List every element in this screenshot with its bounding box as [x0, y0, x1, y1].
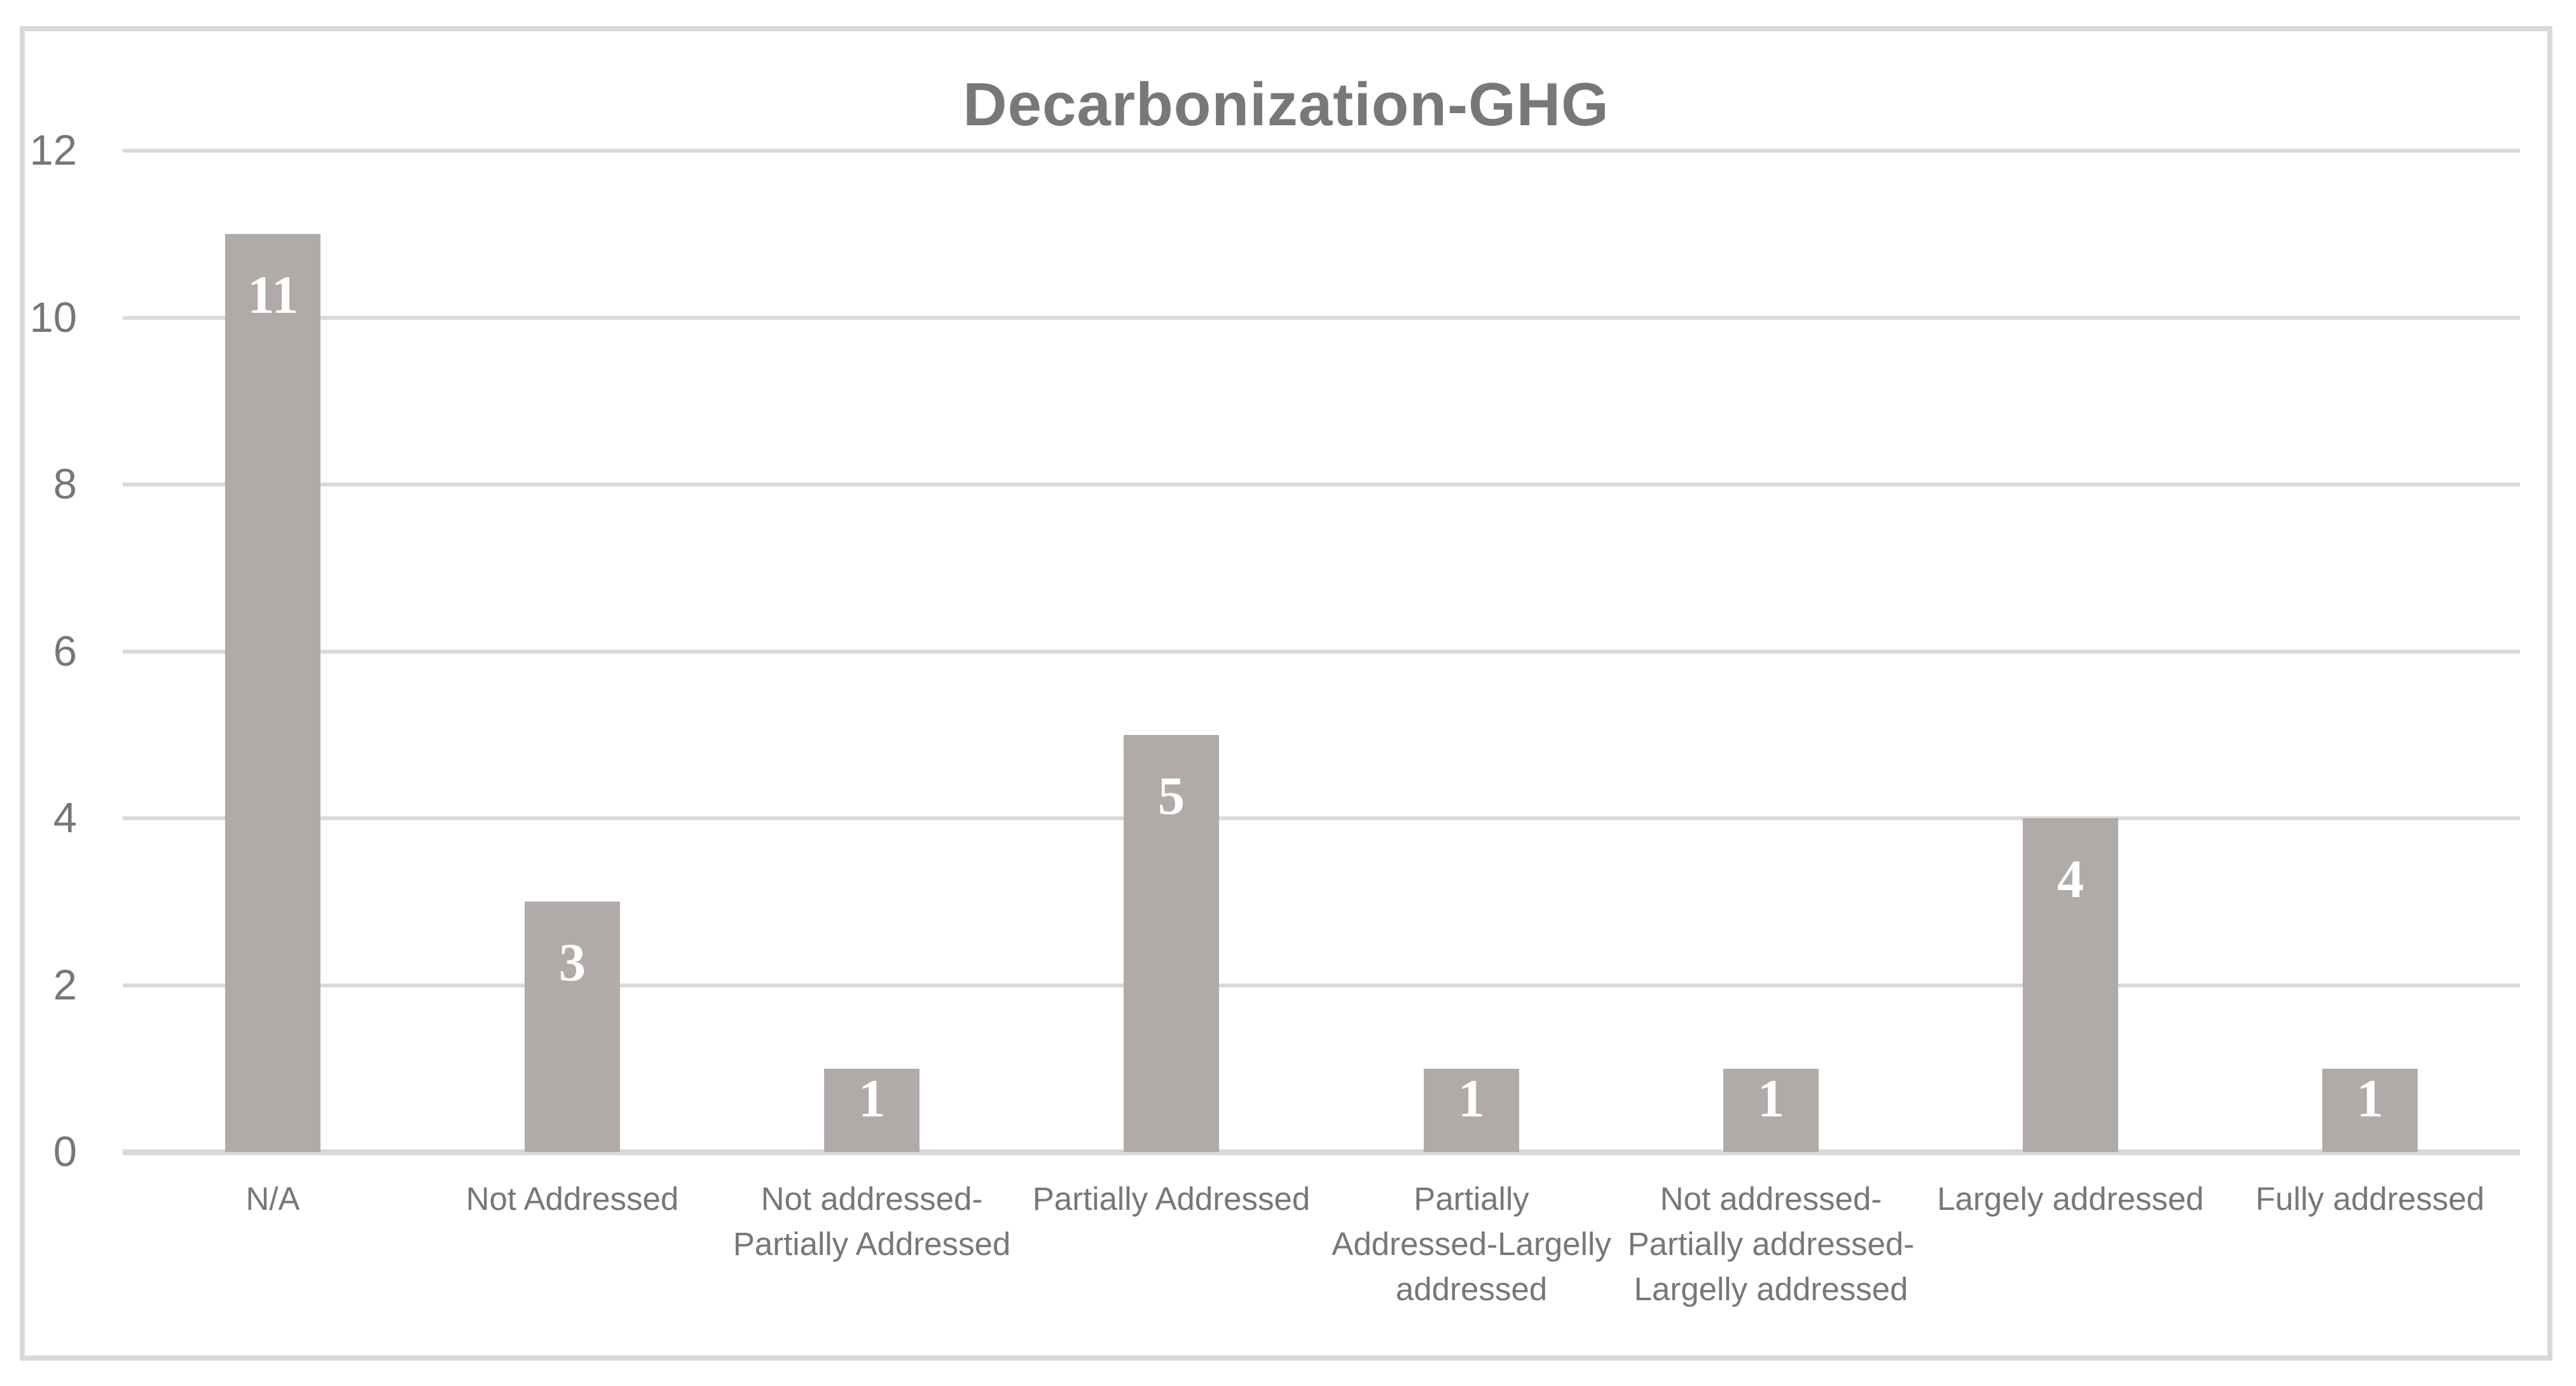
- bar-data-label: 1: [1457, 1069, 1485, 1129]
- gridline: [123, 816, 2520, 820]
- x-axis-category-label: Not Addressed: [420, 1176, 725, 1221]
- gridline: [123, 649, 2520, 654]
- y-axis-tick-label: 12: [29, 127, 77, 174]
- y-axis-tick-label: 10: [29, 293, 77, 341]
- x-axis-category-label-line: Addressed-Largelly: [1332, 1226, 1611, 1262]
- y-axis-tick-label: 4: [53, 794, 77, 842]
- x-axis-category-label: Partially Addressed-Largelly addressed: [1319, 1176, 1624, 1312]
- y-axis-tick-label: 0: [53, 1128, 77, 1176]
- x-axis-category-label-line: N/A: [245, 1181, 300, 1217]
- bar[interactable]: 11: [225, 234, 320, 1152]
- bar-data-label: 4: [2056, 849, 2084, 909]
- y-axis-tick-label: 6: [53, 627, 77, 675]
- x-axis-category-label: Largely addressed: [1918, 1176, 2223, 1221]
- x-axis-category-label-line: Not addressed-: [1660, 1181, 1882, 1217]
- bar[interactable]: 1: [1723, 1069, 1819, 1152]
- gridline: [123, 149, 2520, 153]
- gridline: [123, 483, 2520, 486]
- x-axis-category-label: N/A: [120, 1176, 425, 1221]
- bar-data-label: 3: [558, 933, 586, 992]
- x-axis-line: [123, 1149, 2520, 1155]
- chart-title: Decarbonization-GHG: [963, 71, 1609, 139]
- y-axis-tick-label: 8: [53, 460, 77, 508]
- x-axis-category-label-line: Largelly addressed: [1634, 1271, 1908, 1307]
- bar-data-label: 5: [1157, 766, 1185, 826]
- x-axis-category-label-line: Not addressed-: [761, 1181, 983, 1217]
- x-axis-category-label-line: Largely addressed: [1937, 1181, 2204, 1217]
- bar[interactable]: 1: [2322, 1069, 2418, 1152]
- bar[interactable]: 1: [1424, 1069, 1519, 1152]
- x-axis-category-label: Not addressed- Partially Addressed: [719, 1176, 1024, 1266]
- x-axis-category-label-line: Fully addressed: [2255, 1181, 2484, 1217]
- x-axis-category-label-line: Partially Addressed: [733, 1226, 1011, 1262]
- bar[interactable]: 5: [1124, 735, 1219, 1152]
- x-axis-category-label: Partially Addressed: [1019, 1176, 1324, 1221]
- x-axis-category-label-line: Partially: [1414, 1181, 1529, 1217]
- x-axis-category-label-line: Partially addressed-: [1627, 1226, 1915, 1262]
- x-axis-category-label: Not addressed- Partially addressed- Largel…: [1618, 1176, 1924, 1312]
- x-axis-category-label-line: Not Addressed: [465, 1181, 679, 1217]
- chart-frame: [20, 26, 2552, 1361]
- gridline: [123, 983, 2520, 987]
- bar[interactable]: 4: [2023, 818, 2118, 1152]
- bar-data-label: 1: [1757, 1069, 1785, 1129]
- x-axis-category-label-line: Partially Addressed: [1032, 1181, 1311, 1217]
- bar[interactable]: 3: [525, 902, 620, 1152]
- bar-data-label: 1: [2356, 1069, 2384, 1129]
- y-axis-tick-label: 2: [53, 961, 77, 1009]
- x-axis-category-label: Fully addressed: [2217, 1176, 2523, 1221]
- bar-data-label: 1: [858, 1069, 886, 1129]
- bar[interactable]: 1: [824, 1069, 920, 1152]
- bar-data-label: 11: [247, 265, 299, 325]
- x-axis-category-label-line: addressed: [1395, 1271, 1548, 1307]
- gridline: [123, 315, 2520, 320]
